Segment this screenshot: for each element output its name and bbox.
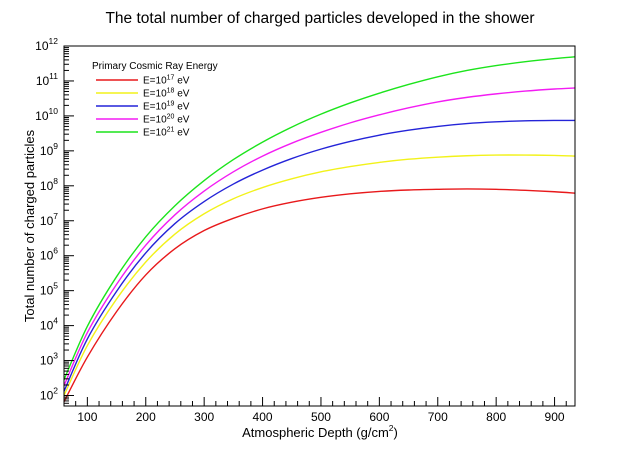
- x-axis: 100 200 300 400 500 600 700 800 900: [63, 397, 567, 424]
- y-tick-label: 108: [40, 176, 58, 193]
- legend-entry-label: E=1020 eV: [143, 114, 190, 126]
- y-tick-label: 1010: [35, 106, 58, 123]
- legend: Primary Cosmic Ray Energy E=1017 eVE=101…: [92, 61, 218, 139]
- x-tick-label: 400: [253, 410, 273, 424]
- legend-entry-label: E=1017 eV: [143, 75, 190, 87]
- series-line-1: [63, 188, 576, 403]
- x-tick-label: 500: [311, 410, 331, 424]
- y-axis-label: Total number of charged particles: [22, 129, 37, 322]
- series-lines: [63, 56, 576, 403]
- legend-entry-label: E=1018 eV: [143, 88, 190, 100]
- y-tick-label: 109: [40, 141, 58, 158]
- y-tick-label: 105: [40, 281, 58, 298]
- y-tick-label: 1012: [35, 36, 58, 53]
- series-line-2: [63, 154, 576, 396]
- x-tick-label: 900: [545, 410, 565, 424]
- x-tick-label: 800: [486, 410, 506, 424]
- y-tick-label: 106: [40, 246, 58, 263]
- y-tick-label: 1011: [36, 71, 58, 88]
- series-line-5: [63, 56, 576, 381]
- y-tick-label: 103: [40, 351, 58, 368]
- y-tick-label: 104: [40, 316, 58, 333]
- chart-title: The total number of charged particles de…: [105, 10, 534, 27]
- x-tick-label: 700: [428, 410, 448, 424]
- x-tick-label: 100: [77, 410, 97, 424]
- x-tick-label: 200: [136, 410, 156, 424]
- plot-frame: [63, 45, 576, 407]
- x-tick-label: 300: [194, 410, 214, 424]
- y-axis: 102 103 104 105 106 107 108 109 1010 1011 1012: [35, 36, 74, 404]
- series-line-3: [63, 119, 576, 392]
- x-axis-label: Atmospheric Depth (g/cm2): [242, 423, 398, 440]
- legend-entry-label: E=1019 eV: [143, 101, 190, 113]
- legend-entry-label: E=1021 eV: [143, 127, 190, 139]
- y-tick-label: 102: [40, 386, 58, 403]
- series-line-4: [63, 87, 576, 387]
- legend-title: Primary Cosmic Ray Energy: [92, 61, 218, 72]
- y-tick-label: 107: [40, 211, 58, 228]
- x-tick-label: 600: [369, 410, 389, 424]
